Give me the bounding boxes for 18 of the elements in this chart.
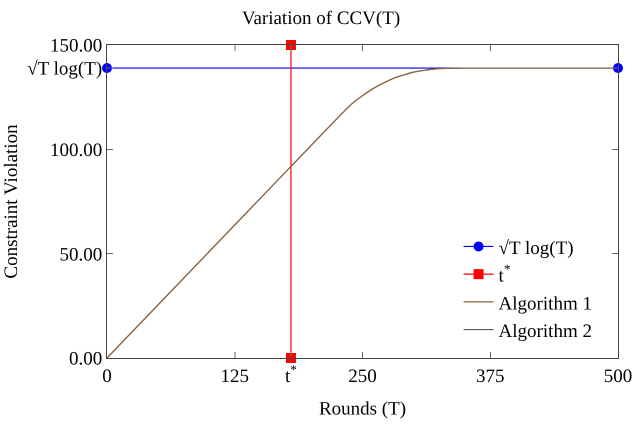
x-tick-label: 125 (220, 366, 249, 387)
y-tick-label: 100.00 (50, 140, 102, 161)
x-tick-label: 250 (348, 366, 377, 387)
x-tick-label: 500 (604, 366, 632, 387)
x-tick-label: 0 (102, 366, 112, 387)
legend-label: t$^{*}$ (498, 262, 511, 287)
legend-label: √T log(T) (498, 238, 574, 259)
y-tick-label: 50.00 (59, 244, 102, 266)
x-tick-label: t$^{*}$ (284, 362, 298, 387)
x-tick-label: 375 (476, 366, 504, 387)
legend-label: Algorithm 2 (498, 320, 592, 342)
x-axis-title: Rounds (T) (318, 398, 406, 420)
y-axis-title: Constraint Violation (1, 124, 22, 279)
y-tick-label: 150.00 (50, 36, 102, 57)
y-tick-label: 0.00 (68, 348, 102, 370)
y-tick-label: √T log(T) (27, 58, 102, 80)
chart-title: Variation of CCV(T) (242, 8, 400, 29)
legend-label: Algorithm 1 (498, 293, 592, 314)
